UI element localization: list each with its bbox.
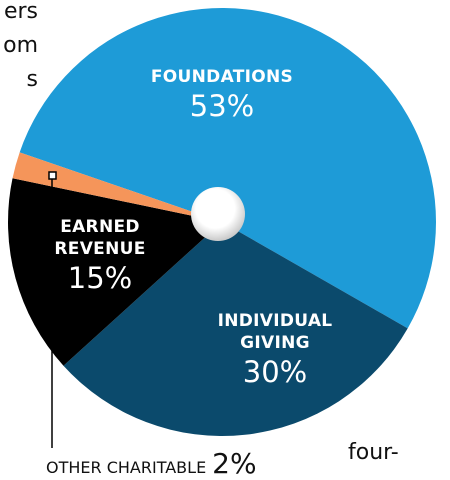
fragment: om: [3, 33, 38, 58]
slice-label: FOUNDATIONS 53%: [122, 66, 322, 124]
value-label: 53%: [189, 89, 255, 123]
outside-label: OTHER CHARITABLE 2%: [46, 447, 257, 480]
category-label: FOUNDATIONS: [150, 67, 294, 87]
slice-label: INDIVIDUAL GIVING 30%: [200, 310, 350, 390]
pie-slice: [63, 222, 408, 436]
pie-slice: [8, 178, 222, 366]
value-label: 15%: [67, 261, 133, 295]
category-label: OTHER CHARITABLE: [46, 458, 207, 477]
value-label: 2%: [212, 447, 257, 480]
trailing-text: four-: [348, 440, 399, 465]
pie-slice: [19, 7, 436, 329]
fragment: s: [26, 67, 38, 92]
center-hole: [191, 187, 245, 241]
slice-label: EARNED REVENUE 15%: [40, 216, 160, 296]
category-label: INDIVIDUAL GIVING: [217, 311, 333, 353]
leader-marker: [48, 171, 57, 180]
pie-slice: [12, 152, 222, 222]
value-label: 30%: [242, 355, 308, 389]
fragment: ers: [3, 0, 38, 24]
category-label: EARNED REVENUE: [54, 217, 146, 259]
slices: [8, 7, 436, 436]
